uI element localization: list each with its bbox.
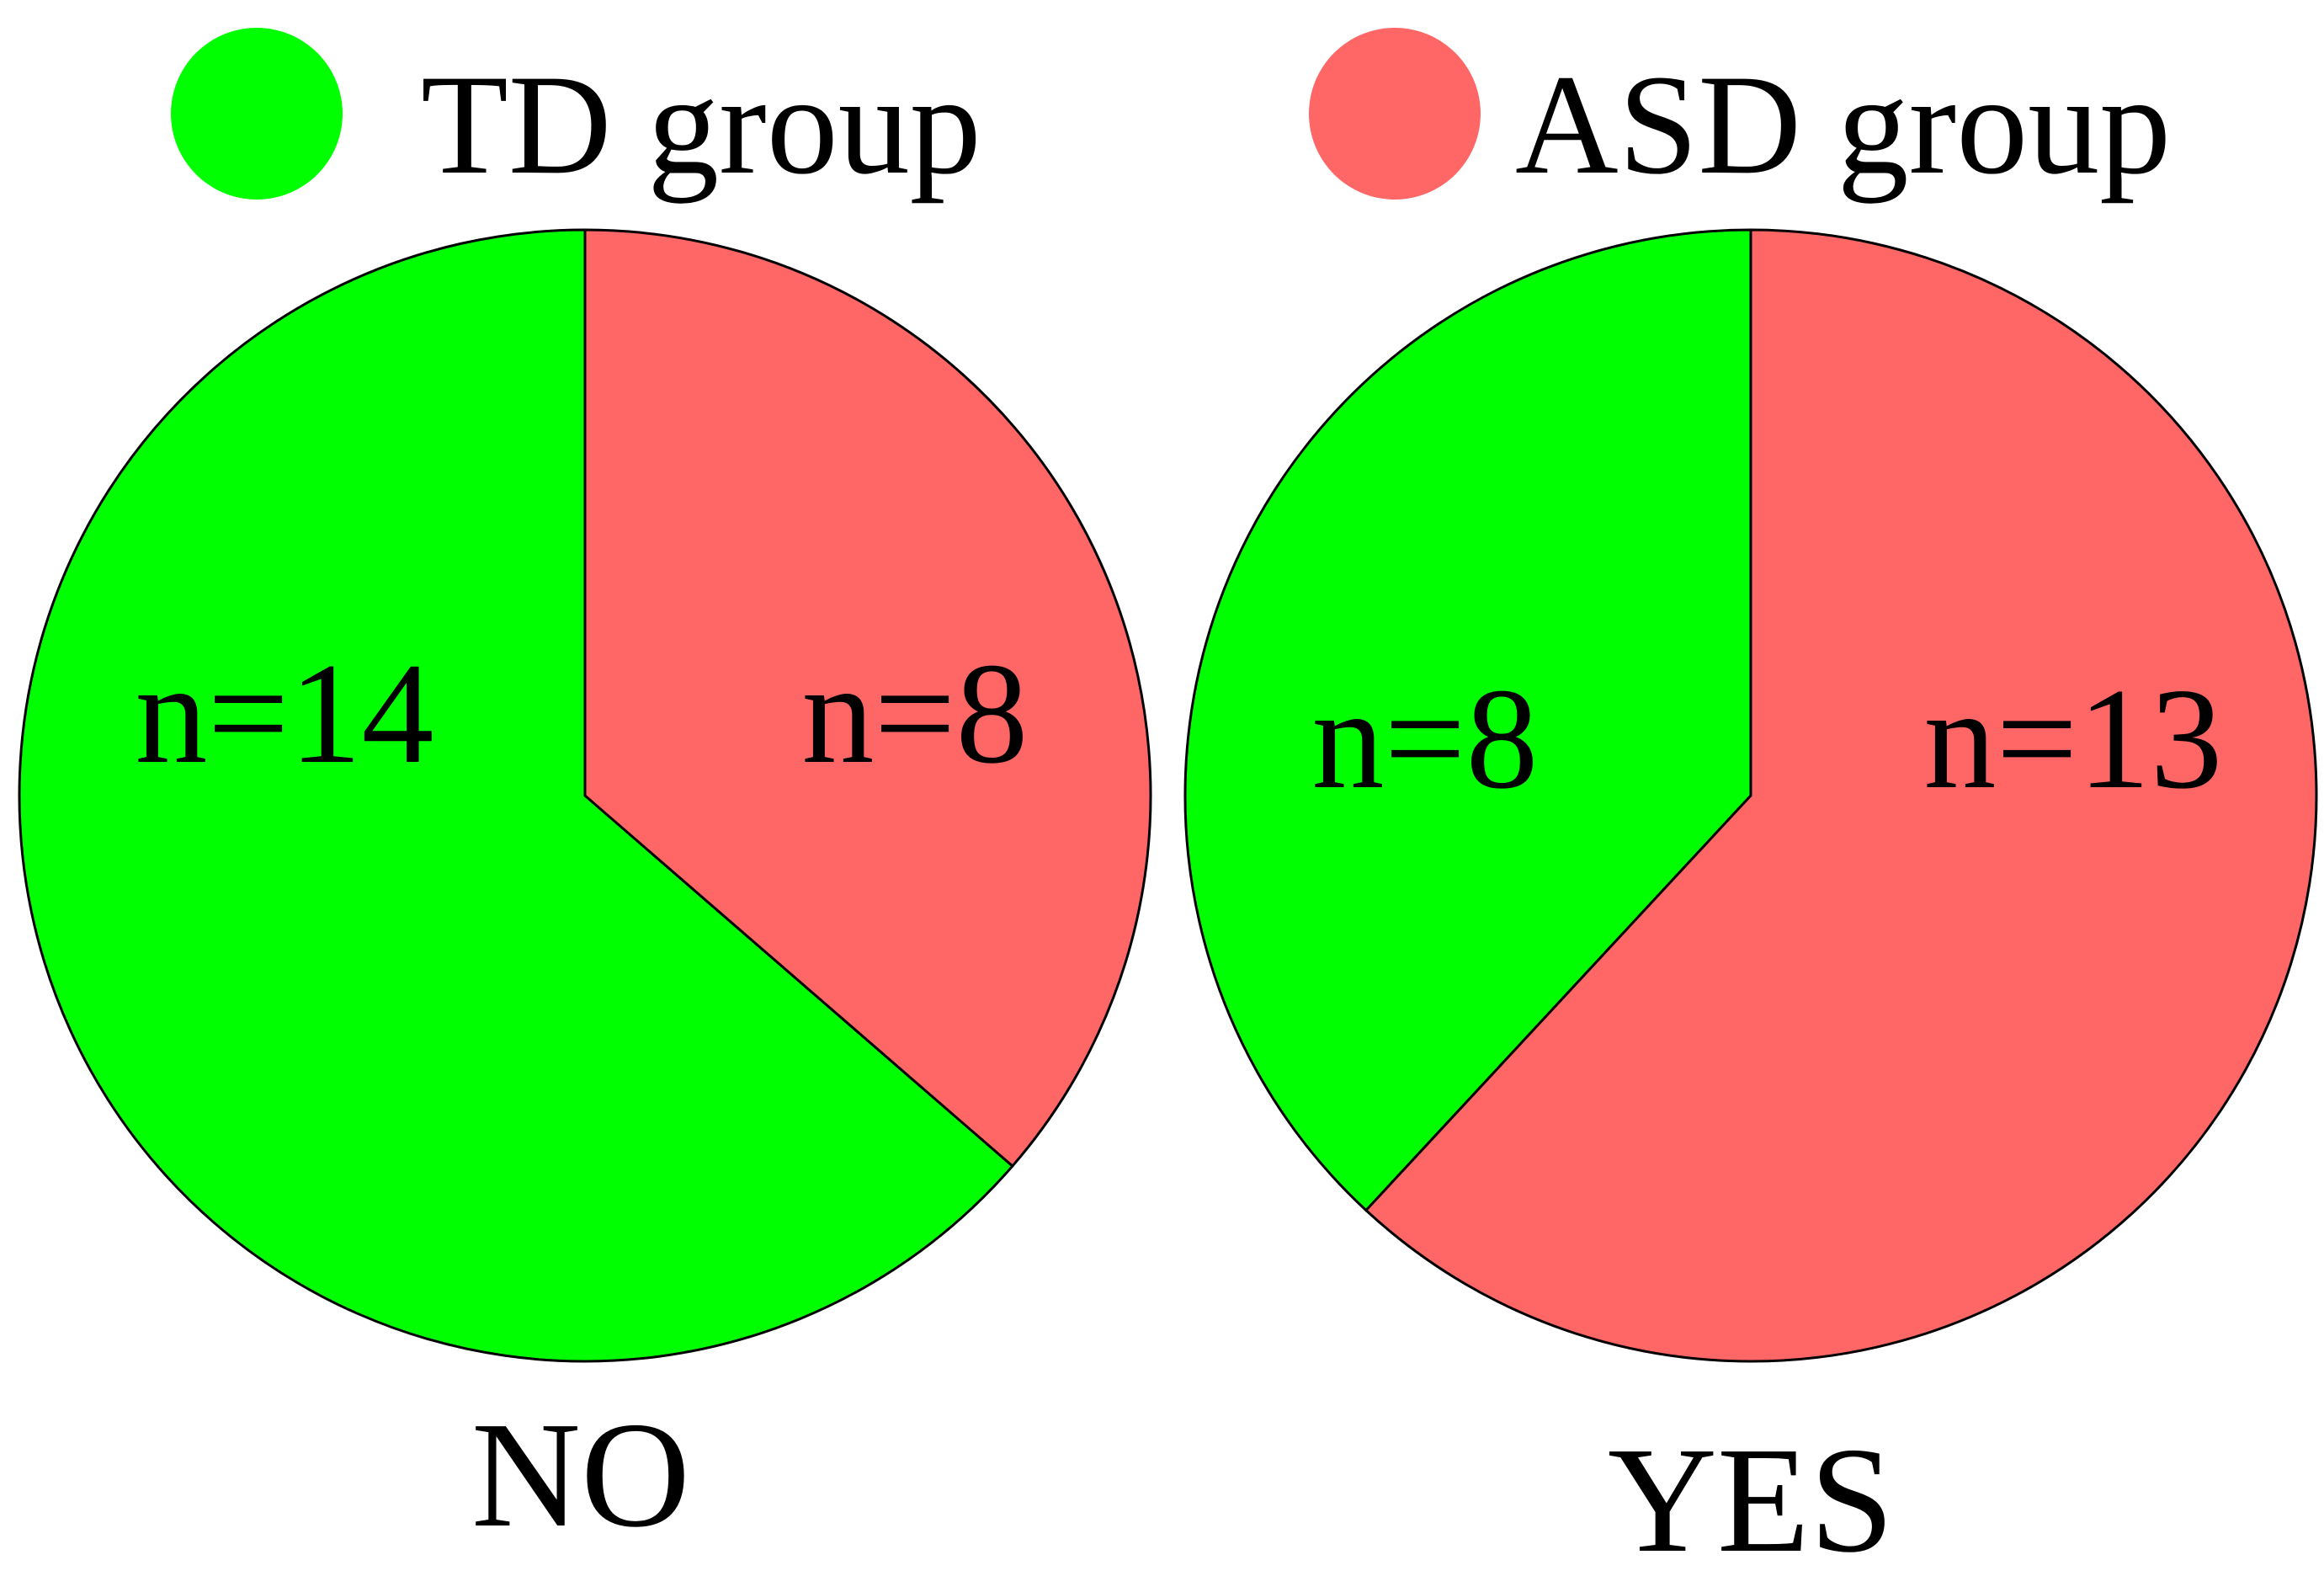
pie-yes-slice-labels: n=8 n=13 <box>1311 659 2222 819</box>
pie-no-slice-label-asd: n=8 <box>801 634 1028 794</box>
pie-yes-slice-label-asd: n=13 <box>1923 659 2222 819</box>
legend-item-asd: ASD group <box>1309 28 2171 204</box>
legend-label-td: TD group <box>421 45 981 204</box>
pie-no-label: NO <box>471 1391 690 1558</box>
legend: TD group ASD group <box>171 28 2171 204</box>
legend-swatch-td <box>171 28 343 200</box>
pie-no-slice-td <box>18 228 1014 1363</box>
pie-no: n=14 n=8 NO <box>18 228 1152 1558</box>
legend-swatch-asd <box>1309 28 1481 200</box>
pie-no-slice-asd <box>583 228 1152 1169</box>
pie-no-slice-label-td: n=14 <box>135 634 433 794</box>
legend-item-td: TD group <box>171 28 981 204</box>
pie-yes-slices <box>1183 228 2318 1363</box>
pie-no-slices <box>18 228 1152 1363</box>
pie-yes-slice-label-td: n=8 <box>1311 659 1538 819</box>
pie-yes-slice-td <box>1183 228 1752 1212</box>
pie-yes-slice-asd <box>1364 228 2318 1363</box>
legend-label-asd: ASD group <box>1515 45 2171 204</box>
pie-no-slice-labels: n=14 n=8 <box>135 634 1028 794</box>
pie-yes-label: YES <box>1608 1416 1894 1576</box>
pie-yes: n=8 n=13 YES <box>1183 228 2318 1576</box>
